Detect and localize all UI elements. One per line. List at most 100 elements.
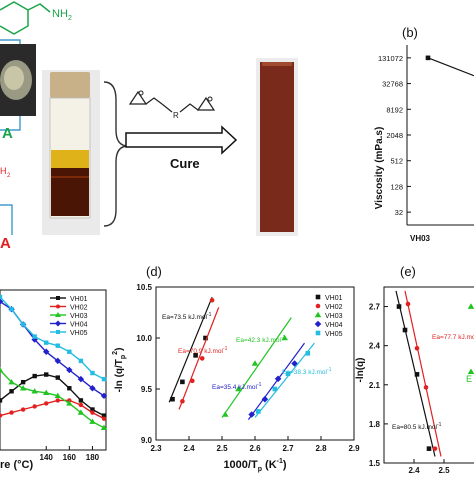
d-annotation: Ea=38.3 kJ.mol-1 bbox=[282, 367, 332, 376]
e-annotation: Ea=77.7 kJ.mol-1 bbox=[432, 332, 474, 341]
c-legend-marker bbox=[55, 312, 61, 317]
c-series-line-vh02 bbox=[0, 399, 105, 420]
b-ytick-label: 32 bbox=[395, 208, 403, 217]
e-annotation: Ea=80.5 kJ.mol-1 bbox=[392, 422, 442, 431]
d-point-vh05 bbox=[256, 409, 261, 414]
panel-b-label: (b) bbox=[402, 25, 418, 40]
c-point-vh05 bbox=[78, 358, 84, 364]
vial-upper-liquid bbox=[51, 150, 89, 168]
d-legend-label: VH03 bbox=[325, 313, 343, 320]
c-legend-marker bbox=[55, 320, 61, 327]
e-point-vh02 bbox=[423, 385, 429, 390]
c-point-vh02 bbox=[0, 413, 3, 418]
c-point-vh05 bbox=[9, 307, 14, 312]
c-series-line-vh05 bbox=[0, 296, 105, 380]
c-point-vh03 bbox=[31, 388, 38, 394]
b-ytick-label: 8192 bbox=[386, 105, 403, 114]
d-fit-line-vh05 bbox=[254, 342, 315, 418]
b-ytick-label: 128 bbox=[390, 182, 403, 191]
d-xtick-label: 2.9 bbox=[348, 444, 360, 453]
c-point-vh01 bbox=[32, 373, 37, 379]
letter-a-red: A bbox=[0, 235, 11, 252]
c-point-vh05 bbox=[101, 376, 107, 382]
d-xtick-label: 2.6 bbox=[249, 444, 261, 453]
d-annotation-sup: -1 bbox=[281, 335, 286, 341]
c-legend-label: VH04 bbox=[70, 322, 88, 329]
e-point-vh01 bbox=[426, 446, 432, 451]
panel-c-frame bbox=[0, 289, 107, 451]
c-point-vh01 bbox=[78, 398, 84, 403]
panel-b-yticks: 131072 32768 8192 2048 512 128 32 bbox=[378, 54, 411, 217]
e-fit-line-vh02 bbox=[404, 290, 442, 457]
c-legend-marker bbox=[56, 304, 60, 309]
c-point-vh04 bbox=[100, 392, 108, 400]
c-point-vh01 bbox=[20, 379, 26, 385]
c-point-vh05 bbox=[0, 294, 3, 300]
c-point-vh03 bbox=[89, 418, 96, 424]
d-fit-line-vh04 bbox=[247, 342, 305, 420]
cured-sample-icon bbox=[260, 62, 294, 232]
panel-e-label: (e) bbox=[400, 264, 416, 279]
c-point-vh04 bbox=[77, 375, 85, 383]
d-annotation-sup: -1 bbox=[257, 382, 262, 388]
d-point-vh01 bbox=[193, 353, 198, 358]
panel-e: (e) -ln(q) 1.5 1.8 2.1 2.4 2.7 2.4 2.5 Ea=77.7… bbox=[355, 264, 474, 475]
curly-brace-icon bbox=[103, 81, 129, 227]
c-xtick-label: 160 bbox=[63, 453, 77, 462]
d-annotation: Ea=70.9 kJ.mol-1 bbox=[178, 346, 228, 355]
panel-d-ylabel-group: -ln (q/Tp2) bbox=[112, 348, 127, 393]
amine-subscript: 2 bbox=[68, 15, 72, 22]
c-xtick-label: 180 bbox=[86, 453, 100, 462]
c-point-vh05 bbox=[90, 370, 95, 376]
c-point-vh05 bbox=[32, 334, 37, 339]
panel-d: (d) -ln (q/Tp2) 2.3 2.4 2.5 2.6 2.7 2.8 2.9 9.0… bbox=[112, 264, 360, 473]
d-legend-label: VH05 bbox=[325, 331, 343, 338]
panel-c-xlabel: re (°C) bbox=[0, 459, 33, 471]
d-annotation: Ea=42.3 kJ.mol-1 bbox=[236, 335, 286, 344]
c-series-line-vh03 bbox=[0, 369, 105, 429]
d-legend-marker bbox=[315, 303, 321, 309]
e-point-vh01 bbox=[402, 327, 408, 333]
cured-sample-edge bbox=[262, 62, 292, 66]
frame-bracket-bottom bbox=[0, 204, 13, 235]
c-point-vh01 bbox=[0, 398, 3, 403]
panel-d-label: (d) bbox=[146, 264, 162, 279]
c-point-vh01 bbox=[9, 389, 14, 394]
c-point-vh02 bbox=[44, 401, 49, 406]
c-point-vh01 bbox=[67, 386, 72, 391]
c-point-vh03 bbox=[54, 392, 61, 399]
amine-chain-icon bbox=[27, 3, 51, 13]
d-legend-label: VH01 bbox=[325, 295, 343, 302]
c-point-vh05 bbox=[20, 322, 26, 327]
cyclohexane-ring-icon bbox=[0, 1, 29, 35]
c-legend-label: VH01 bbox=[70, 296, 88, 303]
panel-c-data bbox=[0, 294, 108, 430]
d-point-vh03 bbox=[251, 360, 259, 366]
e-xtick-label: 2.5 bbox=[438, 466, 450, 474]
panel-d-xlabel: 1000/Tp (K-1) bbox=[223, 458, 286, 473]
c-legend-label: VH03 bbox=[70, 313, 88, 320]
panel-d-ylabel: -ln (q/Tp2) bbox=[112, 348, 127, 393]
b-ytick-label: 32768 bbox=[382, 80, 403, 89]
c-point-vh04 bbox=[43, 348, 50, 355]
letter-a-green: A bbox=[2, 125, 13, 142]
schematic-panel: NH 2 A H 2 A bbox=[0, 1, 298, 252]
panel-b-ylabel: Viscosity (mPa.s) bbox=[374, 127, 385, 210]
panel-e-data bbox=[395, 290, 474, 457]
d-point-vh04 bbox=[248, 411, 255, 418]
c-point-vh04 bbox=[66, 366, 73, 374]
c-series-line-vh01 bbox=[0, 373, 105, 417]
b-ytick-label: 512 bbox=[390, 157, 403, 166]
cure-arrow-icon bbox=[125, 125, 238, 155]
c-point-vh03 bbox=[100, 424, 108, 430]
b-point-vh03 bbox=[425, 55, 431, 61]
panel-e-edge-mark: E bbox=[466, 374, 472, 384]
d-annotation: Ea=73.5 kJ.mol-1 bbox=[162, 312, 212, 321]
e-ytick-label: 2.4 bbox=[369, 342, 381, 351]
c-point-vh02 bbox=[32, 404, 37, 409]
panel-b-data bbox=[425, 55, 474, 77]
panel-c-xticks: 140 160 180 bbox=[40, 446, 100, 462]
panel-b-xtick: VH03 bbox=[410, 234, 431, 243]
